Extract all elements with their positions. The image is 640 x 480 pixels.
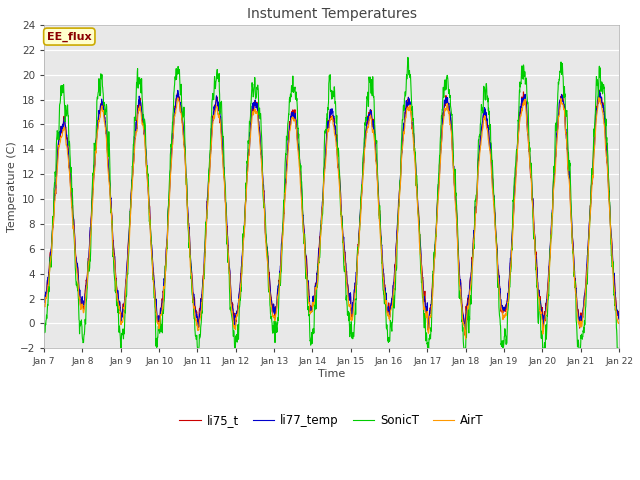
AirT — [40, 302, 48, 308]
AirT — [580, 300, 588, 305]
Line: li77_temp: li77_temp — [44, 90, 619, 330]
SonicT — [201, 255, 209, 261]
li77_temp — [201, 248, 209, 254]
li77_temp — [174, 87, 182, 93]
li75_t — [595, 87, 603, 93]
SonicT — [615, 346, 623, 351]
li77_temp — [615, 315, 623, 321]
li77_temp — [499, 307, 507, 313]
AirT — [595, 95, 603, 101]
li75_t — [200, 262, 208, 268]
li75_t — [580, 293, 588, 299]
Line: li75_t: li75_t — [44, 90, 619, 335]
li75_t — [564, 163, 572, 169]
AirT — [348, 315, 356, 321]
Line: SonicT: SonicT — [44, 58, 619, 348]
Title: Instument Temperatures: Instument Temperatures — [246, 7, 417, 21]
li75_t — [348, 312, 356, 318]
AirT — [361, 145, 369, 151]
li77_temp — [40, 293, 48, 299]
SonicT — [40, 321, 48, 326]
SonicT — [499, 342, 507, 348]
AirT — [462, 336, 470, 342]
Legend: li75_t, li77_temp, SonicT, AirT: li75_t, li77_temp, SonicT, AirT — [175, 409, 488, 432]
SonicT — [361, 120, 369, 126]
li75_t — [40, 292, 48, 298]
SonicT — [565, 158, 573, 164]
li77_temp — [461, 327, 469, 333]
SonicT — [404, 55, 412, 60]
AirT — [200, 259, 208, 265]
li75_t — [615, 317, 623, 323]
Line: AirT: AirT — [44, 98, 619, 339]
li75_t — [499, 310, 507, 316]
li75_t — [361, 139, 369, 144]
AirT — [499, 317, 507, 323]
li75_t — [461, 332, 469, 338]
SonicT — [581, 322, 589, 328]
SonicT — [349, 334, 356, 340]
Y-axis label: Temperature (C): Temperature (C) — [7, 141, 17, 232]
li77_temp — [565, 168, 573, 174]
X-axis label: Time: Time — [318, 369, 345, 379]
li77_temp — [581, 293, 589, 299]
Text: EE_flux: EE_flux — [47, 32, 92, 42]
li77_temp — [361, 135, 369, 141]
SonicT — [117, 346, 125, 351]
li77_temp — [349, 306, 356, 312]
AirT — [615, 319, 623, 325]
AirT — [564, 174, 572, 180]
